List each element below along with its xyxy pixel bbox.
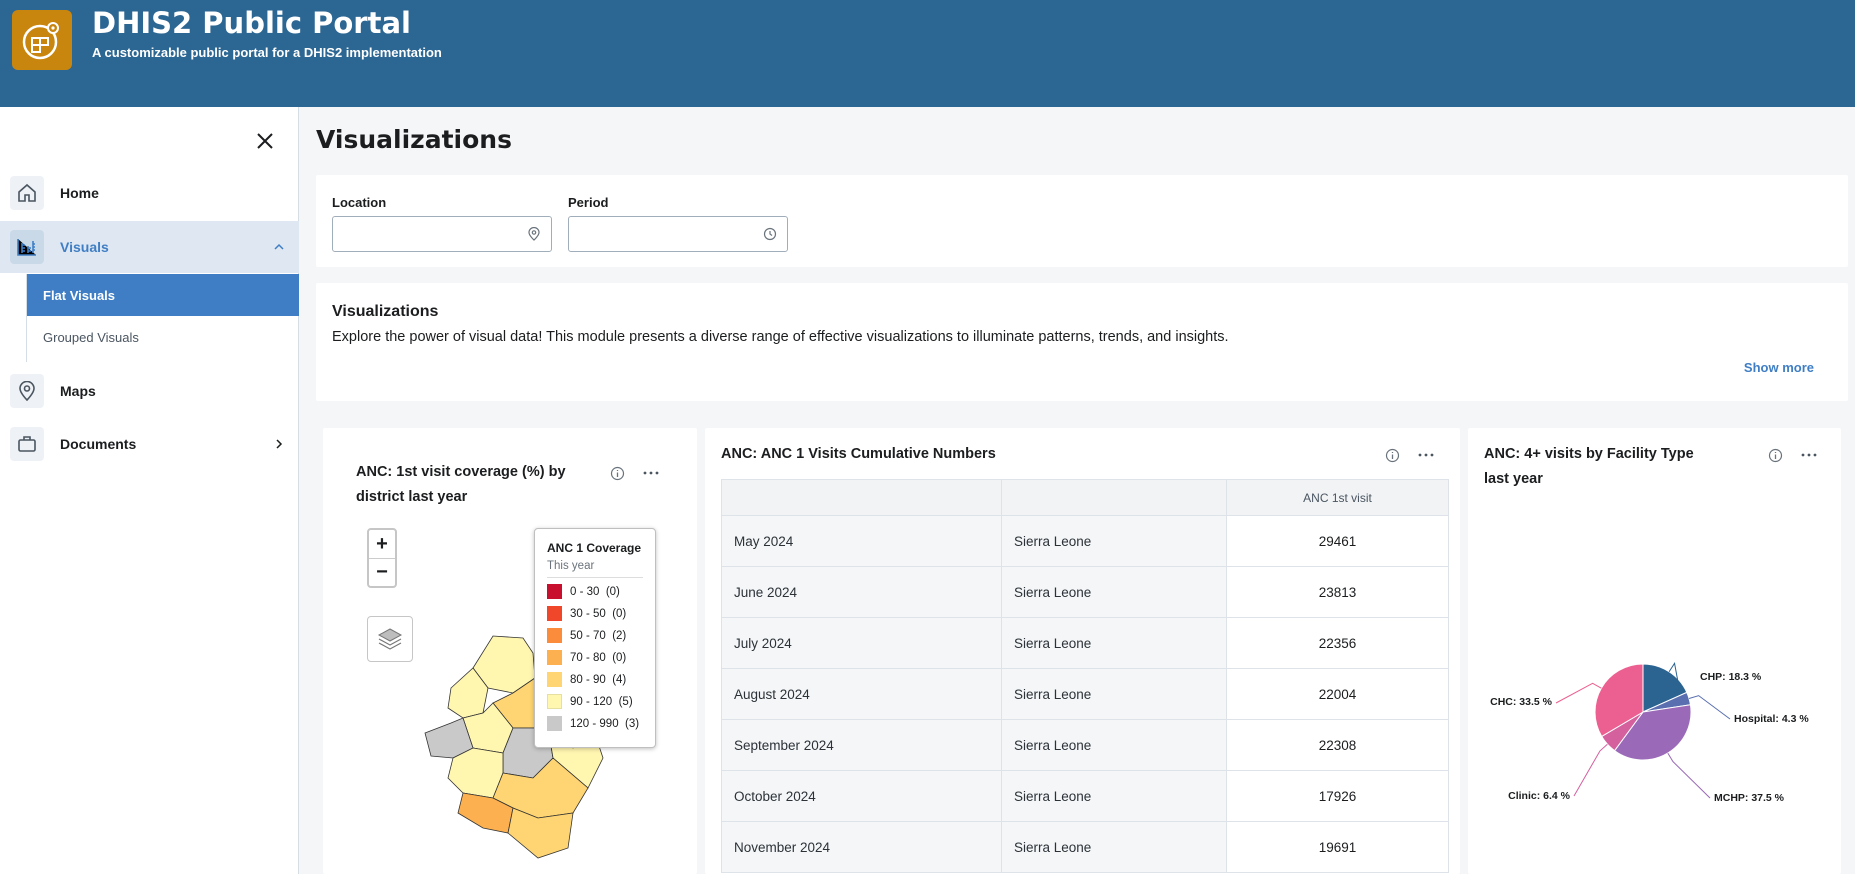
legend-item: 50 - 70 (2): [547, 627, 643, 644]
pie-label: Clinic: 6.4 %: [1508, 790, 1571, 802]
pie-slice-mchp[interactable]: [1613, 704, 1692, 761]
bar-chart-icon: [10, 230, 44, 264]
sidebar-item-home[interactable]: Home: [0, 167, 299, 219]
info-icon: [610, 466, 624, 480]
more-horizontal-icon: [1801, 453, 1817, 457]
portal-logo-icon[interactable]: [12, 10, 72, 70]
chevron-up-icon: [274, 243, 284, 250]
more-horizontal-icon: [1418, 453, 1434, 457]
table-row: August 2024 Sierra Leone 22004: [721, 668, 1449, 720]
info-icon: [1385, 448, 1399, 462]
chevron-right-icon: [276, 439, 283, 449]
more-options-button[interactable]: [641, 463, 661, 483]
intro-title: Visualizations: [332, 303, 439, 320]
sidebar-subitem-grouped-visuals[interactable]: Grouped Visuals: [43, 329, 139, 345]
map-viz-title: ANC: 1st visit coverage (%) by district …: [356, 464, 566, 505]
pie-connector: [1667, 752, 1711, 799]
sidebar-item-label: Visuals: [60, 239, 109, 255]
pie-connector: [1688, 695, 1731, 720]
legend-item: 80 - 90 (4): [547, 671, 643, 688]
pie-label: CHC: 33.5 %: [1490, 696, 1553, 708]
legend-item: 120 - 990 (3): [547, 715, 643, 732]
pie-label: MCHP: 37.5 %: [1714, 792, 1785, 804]
info-button[interactable]: [607, 463, 627, 483]
table-viz-actions: [1382, 445, 1436, 465]
map-legend: ANC 1 Coverage This year 0 - 30 (0) 30 -…: [534, 528, 656, 748]
table-row: June 2024 Sierra Leone 23813: [721, 566, 1449, 618]
table-row: November 2024 Sierra Leone 19691: [721, 821, 1449, 873]
legend-title: ANC 1 Coverage: [547, 541, 642, 555]
visuals-submenu: Flat Visuals Grouped Visuals: [26, 274, 299, 362]
pie-connector: [1573, 743, 1608, 797]
app-header: DHIS2 Public Portal A customizable publi…: [0, 0, 1855, 107]
legend-item: 0 - 30 (0): [547, 583, 643, 600]
legend-item: 70 - 80 (0): [547, 649, 643, 666]
app-title: DHIS2 Public Portal: [92, 6, 411, 40]
table-row: October 2024 Sierra Leone 17926: [721, 770, 1449, 822]
pie-viz-actions: [1765, 445, 1819, 465]
location-input[interactable]: [332, 216, 552, 252]
page-title: Visualizations: [316, 125, 512, 154]
location-label: Location: [332, 195, 387, 210]
table-viz-title: ANC: ANC 1 Visits Cumulative Numbers: [721, 446, 996, 462]
app-subtitle: A customizable public portal for a DHIS2…: [92, 45, 442, 60]
layers-button[interactable]: [367, 616, 413, 662]
zoom-in-button[interactable]: +: [376, 532, 388, 555]
info-button[interactable]: [1765, 445, 1785, 465]
pivot-table: ANC 1st visit May 2024 Sierra Leone 29461 …: [721, 479, 1449, 873]
pie-connector: [1555, 682, 1602, 704]
close-icon: [257, 133, 273, 149]
more-options-button[interactable]: [1416, 445, 1436, 465]
pie-connector: [1668, 661, 1679, 683]
table-visualization-card: ANC: ANC 1 Visits Cumulative Numbers ANC…: [705, 428, 1460, 874]
sidebar-subitem-flat-visuals[interactable]: Flat Visuals: [27, 274, 299, 316]
zoom-controls: + −: [367, 528, 397, 588]
intro-panel: Visualizations Explore the power of visu…: [316, 283, 1848, 401]
map-pin-icon: [528, 227, 540, 241]
filters-panel: Location Period: [316, 175, 1848, 267]
sidebar-item-visuals[interactable]: Visuals: [0, 221, 299, 273]
sidebar: Home Visuals Flat Visuals Grouped Visual…: [0, 107, 299, 874]
pie-chart[interactable]: CHP: 18.3 % Hospital: 4.3 % MCHP: 37.5 % Cl…: [1468, 608, 1841, 808]
table-header-empty: [721, 479, 1002, 516]
map-district: [507, 807, 574, 859]
sidebar-item-label: Documents: [60, 436, 137, 452]
sidebar-item-label: Home: [60, 185, 99, 201]
more-options-button[interactable]: [1799, 445, 1819, 465]
period-input[interactable]: [568, 216, 788, 252]
table-row: September 2024 Sierra Leone 22308: [721, 719, 1449, 771]
pie-visualization-card: ANC: 4+ visits by Facility Type last yea…: [1468, 428, 1841, 874]
info-button[interactable]: [1382, 445, 1402, 465]
map-visualization-card: ANC: 1st visit coverage (%) by district …: [323, 428, 697, 874]
table-header-anc1: ANC 1st visit: [1226, 479, 1449, 516]
map-pin-icon: [10, 374, 44, 408]
sidebar-item-maps[interactable]: Maps: [0, 365, 299, 417]
sidebar-item-documents[interactable]: Documents: [0, 418, 299, 470]
pie-label: CHP: 18.3 %: [1700, 671, 1762, 683]
more-horizontal-icon: [643, 471, 659, 475]
legend-item: 30 - 50 (0): [547, 605, 643, 622]
zoom-out-button[interactable]: −: [369, 558, 395, 586]
pie-viz-title: ANC: 4+ visits by Facility Type last yea…: [1484, 446, 1694, 487]
clock-icon: [763, 227, 777, 241]
map-viz-actions: [607, 463, 661, 483]
sidebar-item-label: Maps: [60, 383, 96, 399]
info-icon: [1768, 448, 1782, 462]
table-header-empty: [1001, 479, 1227, 516]
intro-text: Explore the power of visual data! This m…: [332, 329, 1229, 345]
briefcase-icon: [10, 427, 44, 461]
table-row: May 2024 Sierra Leone 29461: [721, 515, 1449, 567]
show-more-button[interactable]: Show more: [1743, 360, 1814, 375]
close-sidebar-button[interactable]: [252, 128, 278, 154]
layers-icon: [377, 628, 403, 650]
legend-subtitle: This year: [547, 560, 643, 578]
pie-label: Hospital: 4.3 %: [1734, 713, 1809, 725]
home-icon: [10, 176, 44, 210]
period-label: Period: [568, 195, 609, 210]
pie-slice-chp[interactable]: [1642, 663, 1688, 713]
legend-item: 90 - 120 (5): [547, 693, 643, 710]
table-row: July 2024 Sierra Leone 22356: [721, 617, 1449, 669]
